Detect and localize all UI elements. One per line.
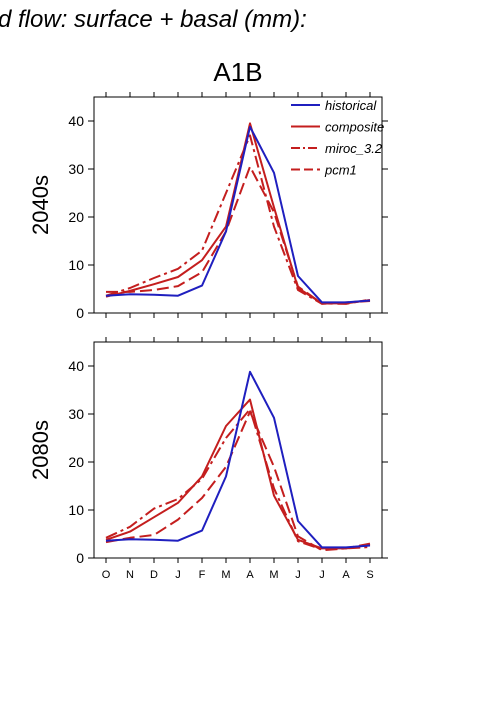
y-tick-label: 0 xyxy=(76,305,84,321)
panel-2080s: 0 10 20 30 40 O N D J F M A M J J A S 2080s xyxy=(28,337,388,581)
panel-label: 2080s xyxy=(28,420,53,480)
series-line-pcm1 xyxy=(105,410,371,552)
x-tick-label: F xyxy=(199,569,206,581)
legend-label: composite xyxy=(325,120,384,135)
y-tick-label: 10 xyxy=(68,502,84,518)
y-tick-label: 40 xyxy=(68,358,84,374)
y-tick-label: 0 xyxy=(76,550,84,566)
x-tick-label: J xyxy=(175,569,181,581)
legend-label: pcm1 xyxy=(324,163,357,178)
y-tick-label: 20 xyxy=(68,454,84,470)
panel-2040s: 0 10 20 30 40 2040s historical composite miroc_3… xyxy=(28,92,388,321)
legend-label: historical xyxy=(325,98,377,113)
x-tick-label: J xyxy=(295,569,301,581)
x-tick-label: A xyxy=(246,569,254,581)
x-tick-label: N xyxy=(126,569,134,581)
y-tick-label: 40 xyxy=(68,113,84,129)
x-tick-label: S xyxy=(366,569,373,581)
series-line-miroc-3-2 xyxy=(105,134,371,305)
x-tick-label: M xyxy=(269,569,278,581)
y-tick-label: 20 xyxy=(68,209,84,225)
x-tick-label: D xyxy=(150,569,158,581)
series-line-miroc-3-2 xyxy=(105,408,371,551)
figure-title: d flow: surface + basal (mm): xyxy=(0,6,307,33)
x-tick-label: A xyxy=(342,569,350,581)
panel-label: 2040s xyxy=(28,175,53,235)
series-line-historical xyxy=(105,370,371,549)
legend-label: miroc_3.2 xyxy=(325,141,383,156)
x-tick-label: O xyxy=(102,569,111,581)
x-tick-label: M xyxy=(221,569,230,581)
series-line-pcm1 xyxy=(106,165,371,305)
y-tick-label: 30 xyxy=(68,161,84,177)
x-tick-label: J xyxy=(319,569,325,581)
y-tick-label: 30 xyxy=(68,406,84,422)
plot-frame xyxy=(93,341,383,559)
scenario-title: A1B xyxy=(213,57,262,87)
plot-frame xyxy=(93,96,383,314)
series-line-historical xyxy=(105,125,371,304)
y-tick-label: 10 xyxy=(68,257,84,273)
